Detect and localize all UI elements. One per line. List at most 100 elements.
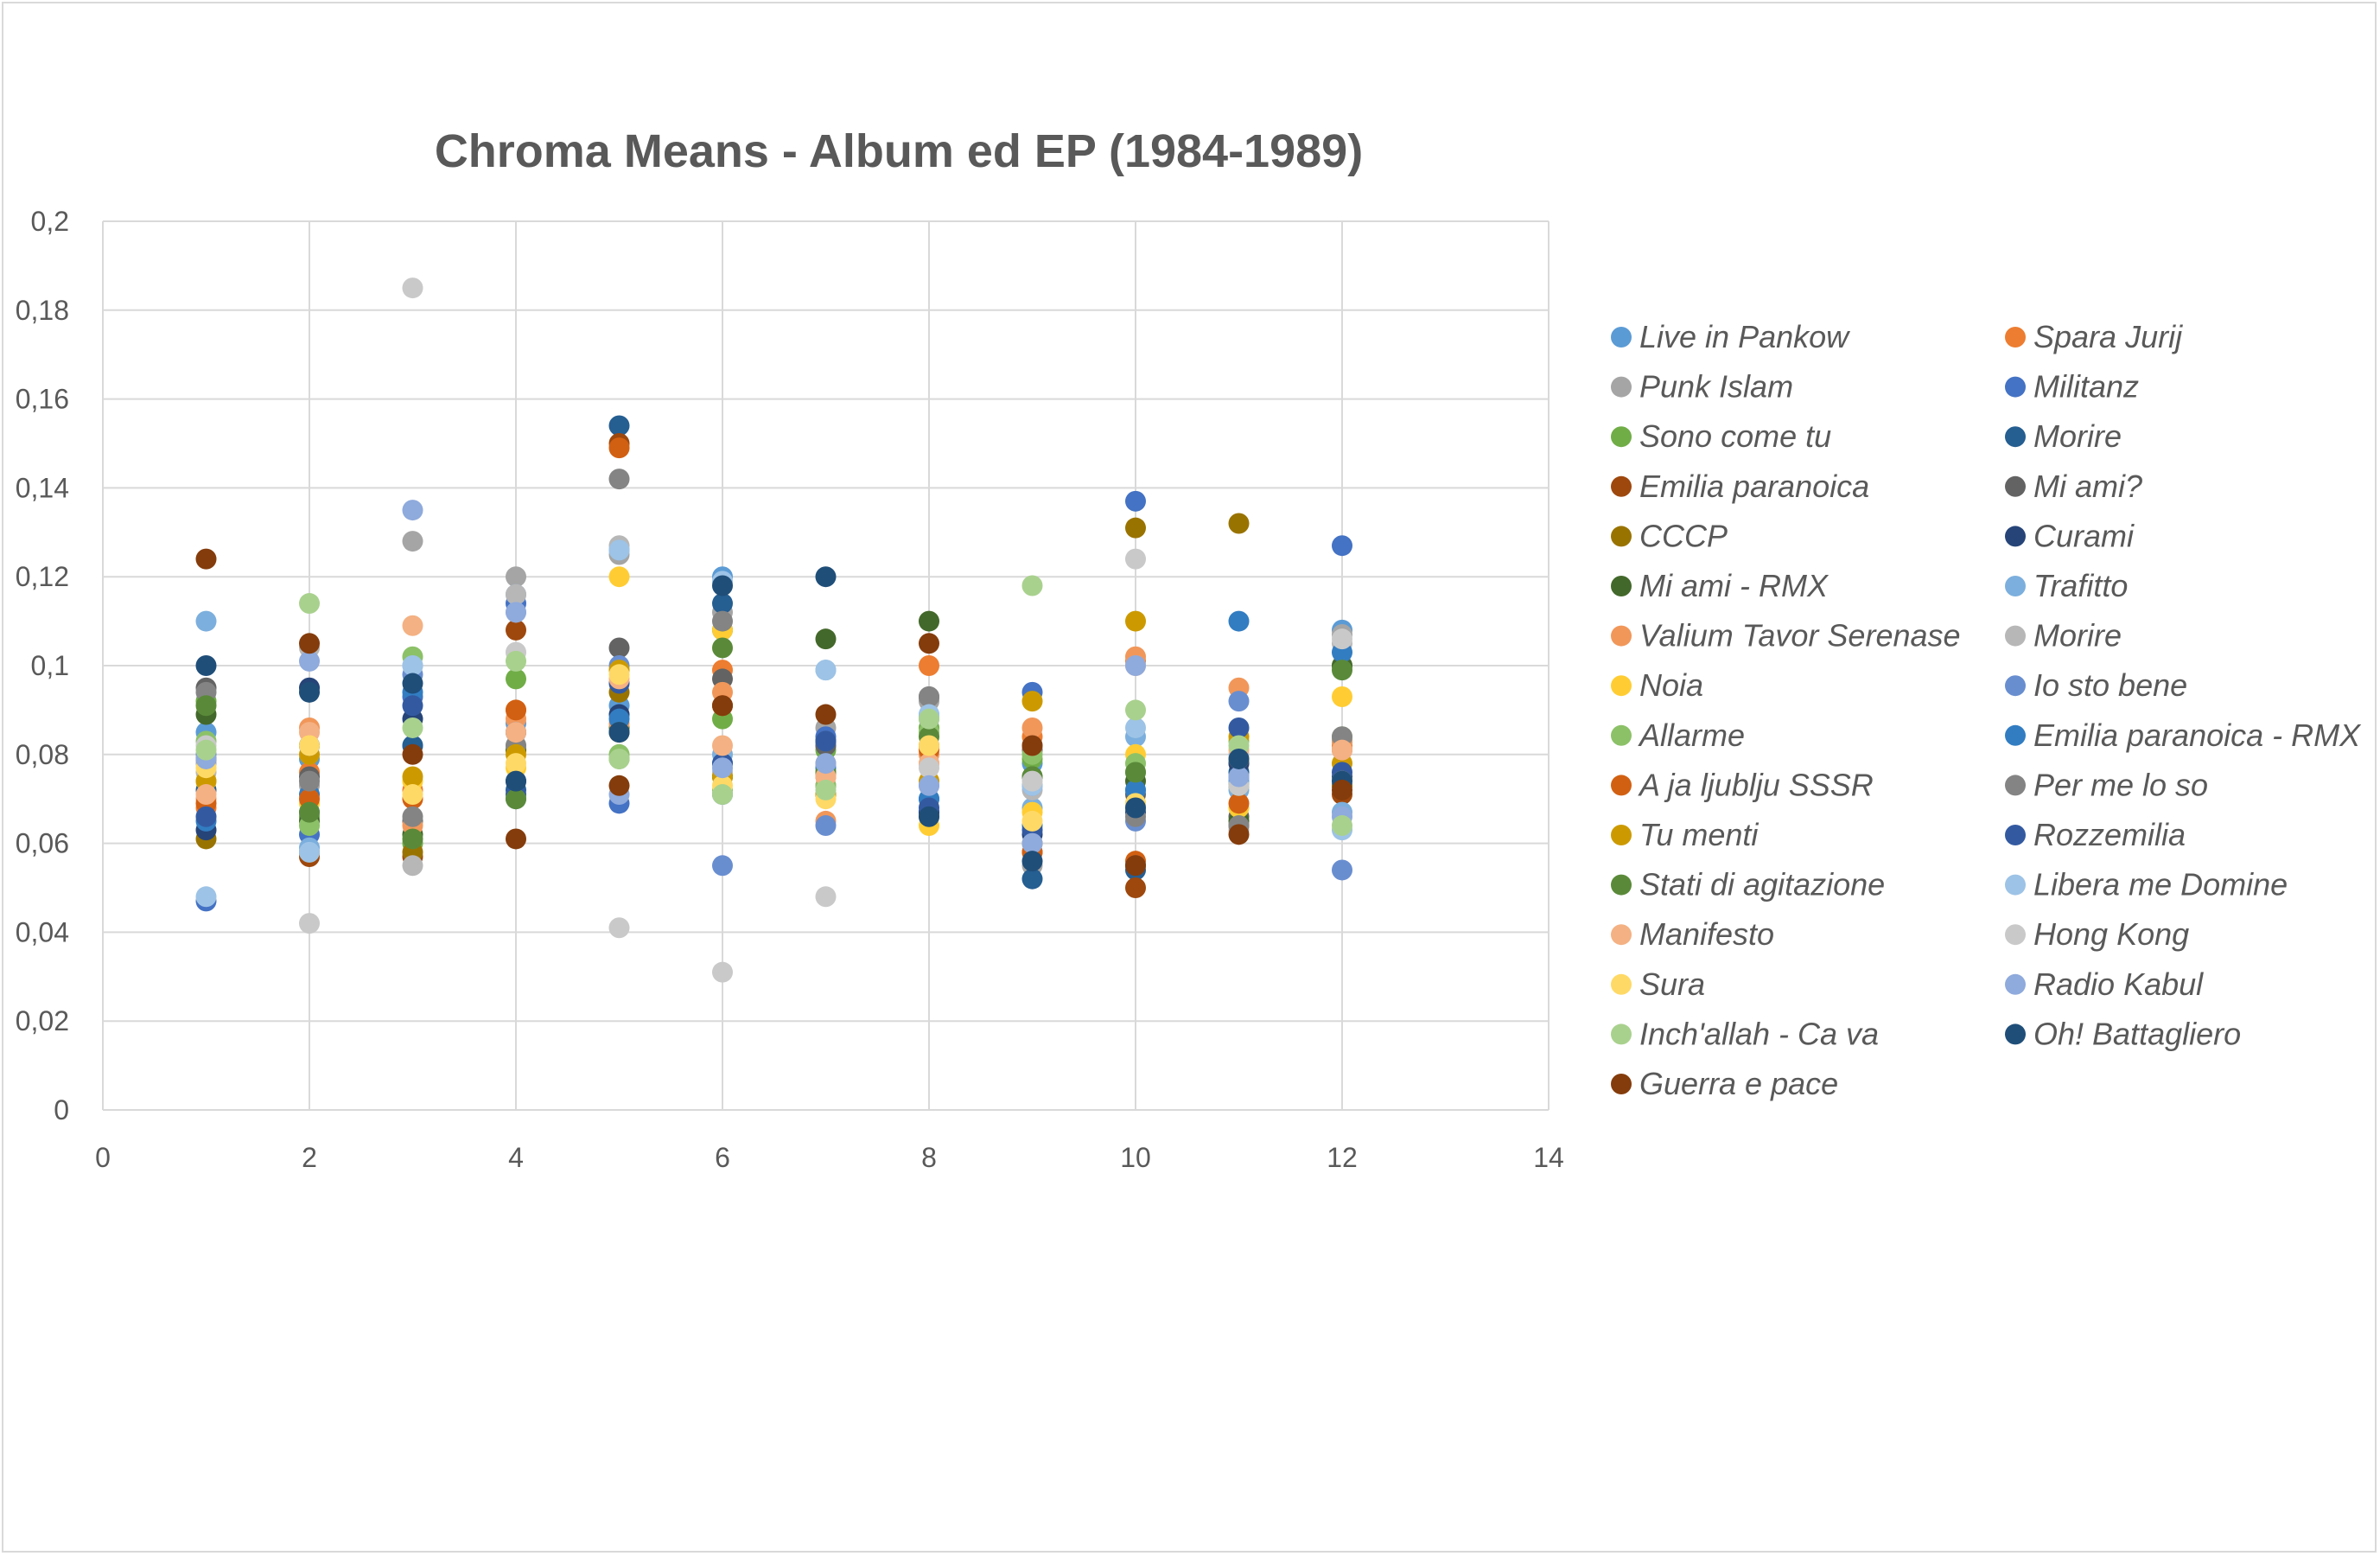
legend-label: Libera me Domine xyxy=(2033,867,2288,902)
data-point xyxy=(506,650,526,672)
legend-item: Radio Kabul xyxy=(2005,966,2204,1002)
legend-item: Mi ami - RMX xyxy=(1611,568,1830,603)
legend-label: Tu menti xyxy=(1639,817,1759,852)
data-point xyxy=(1125,517,1146,539)
legend-item: Sura xyxy=(1611,966,1705,1002)
data-point xyxy=(1332,660,1352,681)
legend-label: Morire xyxy=(2033,418,2122,454)
data-point xyxy=(1021,575,1043,596)
legend-item: Stati di agitazione xyxy=(1611,867,1885,902)
legend-item: Allarme xyxy=(1611,717,1745,753)
data-point xyxy=(815,815,837,837)
legend-label: Punk Islam xyxy=(1639,369,1793,405)
data-point xyxy=(608,917,630,939)
data-point xyxy=(1228,610,1250,632)
data-point xyxy=(1332,535,1352,557)
data-point xyxy=(919,775,939,796)
legend-label: Mi ami? xyxy=(2033,469,2142,504)
legend-label: Emilia paranoica - RMX xyxy=(2033,717,2362,753)
data-points xyxy=(195,277,1352,983)
data-point xyxy=(1332,815,1352,837)
legend-label: Live in Pankow xyxy=(1639,319,1850,354)
data-point xyxy=(1021,691,1043,712)
legend-marker xyxy=(2005,825,2026,845)
legend-marker xyxy=(2005,724,2026,746)
data-point xyxy=(712,637,733,659)
legend-marker xyxy=(2005,1024,2026,1045)
data-point xyxy=(1125,490,1146,512)
legend-marker xyxy=(2005,426,2026,448)
x-tick-label: 8 xyxy=(921,1142,937,1173)
legend-marker xyxy=(1611,1024,1632,1045)
data-point xyxy=(815,886,837,908)
legend-marker xyxy=(2005,924,2026,946)
data-point xyxy=(1021,810,1043,832)
legend-marker xyxy=(1611,526,1632,547)
data-point xyxy=(506,753,526,775)
data-point xyxy=(608,415,630,437)
legend-marker xyxy=(1611,724,1632,746)
legend-label: Morire xyxy=(2033,618,2122,654)
data-point xyxy=(195,548,217,570)
data-point xyxy=(1228,793,1250,814)
data-point xyxy=(919,708,939,730)
data-point xyxy=(1228,748,1250,769)
legend-item: A ja ljublju SSSR xyxy=(1611,767,1874,802)
legend-item: Morire xyxy=(2005,418,2122,454)
data-point xyxy=(506,602,526,623)
data-point xyxy=(815,730,837,752)
data-point xyxy=(1228,513,1250,534)
data-point xyxy=(402,743,423,765)
legend-marker xyxy=(1611,625,1632,647)
data-point xyxy=(1228,691,1250,712)
legend-label: Allarme xyxy=(1638,717,1745,753)
data-point xyxy=(815,628,837,650)
data-point xyxy=(402,717,423,738)
data-point xyxy=(712,784,733,806)
data-point xyxy=(1125,548,1146,570)
data-point xyxy=(506,722,526,743)
legend-marker xyxy=(1611,825,1632,845)
legend-item: Emilia paranoica - RMX xyxy=(2005,717,2362,753)
data-point xyxy=(195,655,217,676)
chart-title: Chroma Means - Album ed EP (1984-1989) xyxy=(435,125,1363,177)
data-point xyxy=(608,775,630,796)
data-point xyxy=(195,886,217,908)
legend-marker xyxy=(2005,874,2026,896)
legend-marker xyxy=(2005,327,2026,348)
legend-item: Libera me Domine xyxy=(2005,867,2288,902)
data-point xyxy=(402,531,423,552)
y-tick-label: 0,18 xyxy=(16,295,69,326)
data-point xyxy=(299,841,320,863)
legend-item: Io sto bene xyxy=(2005,667,2187,703)
data-point xyxy=(1021,735,1043,756)
y-tick-label: 0,06 xyxy=(16,828,69,859)
legend-marker xyxy=(1611,475,1632,497)
legend-marker xyxy=(1611,327,1632,348)
legend-item: CCCP xyxy=(1611,518,1728,553)
data-point xyxy=(506,619,526,641)
data-point xyxy=(402,855,423,877)
data-point xyxy=(608,566,630,588)
legend-marker xyxy=(2005,675,2026,697)
legend-marker xyxy=(1611,576,1632,596)
x-tick-label: 6 xyxy=(715,1142,730,1173)
data-point xyxy=(506,668,526,690)
legend-label: Per me lo so xyxy=(2033,767,2208,802)
data-point xyxy=(299,801,320,823)
x-tick-label: 12 xyxy=(1327,1142,1358,1173)
data-point xyxy=(712,575,733,596)
legend-label: Rozzemilia xyxy=(2033,817,2186,852)
legend-label: Stati di agitazione xyxy=(1639,867,1885,902)
data-point xyxy=(608,469,630,490)
data-point xyxy=(712,961,733,983)
legend-label: Io sto bene xyxy=(2033,667,2187,703)
legend-item: Valium Tavor Serenase xyxy=(1611,618,1961,654)
legend-marker xyxy=(2005,576,2026,596)
legend-marker xyxy=(1611,1074,1632,1094)
data-point xyxy=(506,566,526,588)
data-point xyxy=(402,806,423,827)
data-point xyxy=(1125,717,1146,738)
y-tick-label: 0,14 xyxy=(16,472,69,503)
